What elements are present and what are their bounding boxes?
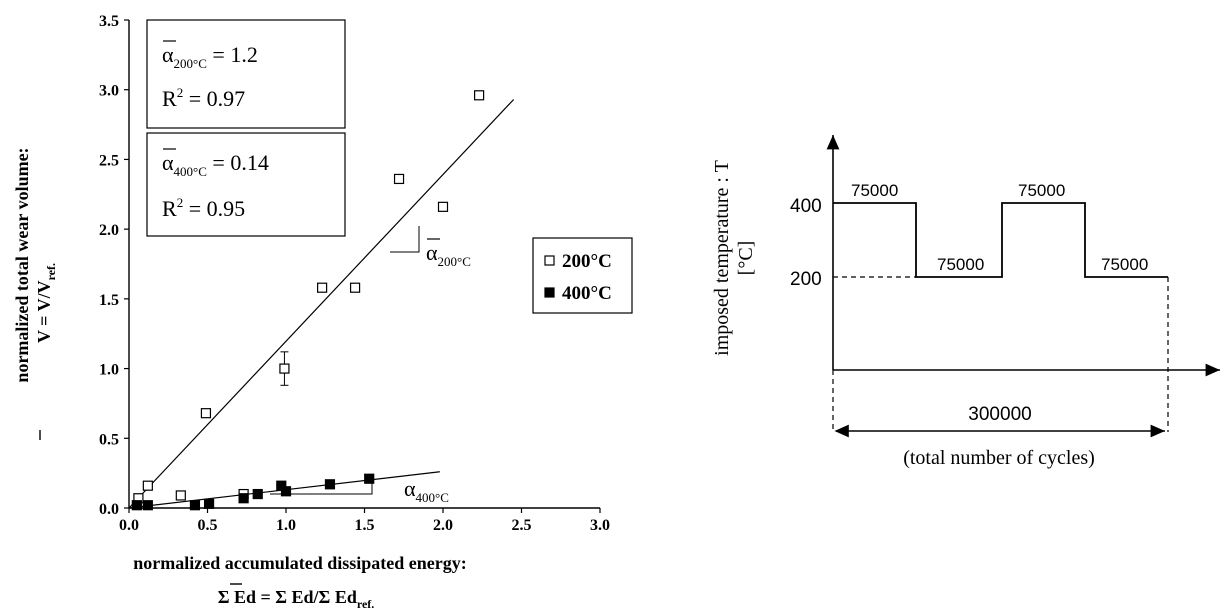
box1-r: R: [162, 86, 177, 111]
data-points: [131, 90, 485, 511]
data-point-400: [280, 486, 292, 497]
data-point-400: [252, 488, 263, 500]
fit-line-200: [128, 99, 515, 509]
svg-text:α200°C: α200°C: [426, 240, 471, 269]
box2-sub: 400°C: [174, 164, 207, 179]
svg-text:R2 = 0.95: R2 = 0.95: [162, 195, 245, 221]
data-point-200: [349, 282, 361, 293]
x-tick-label: 2.5: [512, 517, 532, 534]
svg-text:α200°C = 1.2: α200°C = 1.2: [162, 42, 258, 71]
y-tick-label: 0.5: [99, 431, 119, 448]
step-label-1: 75000: [851, 181, 898, 200]
data-point-400: [142, 500, 153, 511]
total-cycles-caption: (total number of cycles): [903, 447, 1095, 469]
x-tick-labels: 0.0 0.5 1.0 1.5 2.0 2.5 3.0: [119, 508, 610, 534]
x-tick-label: 2.0: [433, 517, 453, 534]
tick-200: 200: [790, 269, 822, 290]
temperature-profile: [833, 202, 1168, 278]
tick-400: 400: [790, 196, 822, 217]
x-tick-label: 1.5: [355, 517, 375, 534]
box1-r-sup: 2: [177, 85, 184, 100]
right-y-title-line1: imposed temperature : T: [711, 160, 733, 356]
box1-eq: = 1.2: [207, 42, 258, 67]
x-formula-main: Σ Ed = Σ Ed/Σ Ed: [218, 587, 357, 607]
data-point-400: [364, 473, 375, 484]
slope200-alpha: α: [426, 240, 438, 265]
data-point-400: [203, 498, 215, 509]
data-point-200: [175, 490, 186, 501]
x-axis-title: normalized accumulated dissipated energy…: [133, 553, 466, 573]
box1-r2: = 0.97: [183, 86, 245, 111]
step-label-2: 75000: [937, 255, 984, 274]
box2-eq: = 0.14: [207, 150, 269, 175]
x-axis-formula: Σ Ed = Σ Ed/Σ Edref.: [218, 587, 375, 611]
data-point-200: [279, 363, 290, 374]
legend-marker-200: [544, 255, 555, 266]
annotation-box-200: α200°C = 1.2 R2 = 0.97: [146, 19, 346, 129]
slope-triangle-400: α400°C: [270, 476, 449, 505]
x-tick-label: 0.0: [119, 517, 139, 534]
x-tick-label: 3.0: [590, 517, 610, 534]
y-formula-sub: ref.: [44, 263, 58, 280]
x-tick-label: 1.0: [276, 517, 296, 534]
data-point-200: [437, 201, 449, 212]
y-tick-label: 3.0: [99, 83, 119, 100]
data-point-200: [200, 408, 212, 419]
step-label-4: 75000: [1101, 255, 1148, 274]
legend-label-200: 200°C: [562, 251, 612, 272]
box1-alpha: α: [162, 42, 174, 67]
y-tick-label: 1.5: [99, 292, 119, 309]
y-tick-label: 1.0: [99, 362, 119, 379]
box2-r: R: [162, 196, 177, 221]
box2-alpha: α: [162, 150, 174, 175]
annotation-box-400: α400°C = 0.14 R2 = 0.95: [146, 132, 346, 237]
x-formula-sub: ref.: [357, 597, 374, 611]
y-axis-title-line1: normalized total wear volume:: [12, 147, 32, 382]
step-label-3: 75000: [1018, 181, 1065, 200]
box1-sub: 200°C: [174, 56, 207, 71]
y-tick-label: 2.5: [99, 152, 119, 169]
data-point-400: [238, 493, 249, 504]
y-tick-labels: 0.0 0.5 1.0 1.5 2.0 2.5 3.0 3.5: [99, 13, 129, 518]
svg-text:R2 = 0.97: R2 = 0.97: [162, 85, 245, 111]
right-y-title-line2: [°C]: [735, 241, 757, 276]
data-point-400: [324, 479, 336, 490]
total-cycles-value: 300000: [968, 404, 1031, 425]
legend-marker-400: [544, 287, 555, 298]
x-tick-label: 0.5: [198, 517, 218, 534]
slope200-sub: 200°C: [438, 254, 471, 269]
left-chart: 0.0 0.5 1.0 1.5 2.0 2.5 3.0 0.0 0.5 1.0 1.5 2.0 2.5…: [12, 13, 633, 611]
box2-r2: = 0.95: [183, 196, 245, 221]
y-axis-formula: V = V/Vref.: [34, 263, 58, 343]
slope400-alpha: α: [404, 476, 416, 501]
slope400-sub: 400°C: [416, 490, 449, 505]
data-point-200: [142, 480, 153, 491]
data-point-200: [474, 90, 485, 101]
data-point-200: [317, 282, 328, 293]
legend: 200°C 400°C: [532, 237, 633, 314]
box2-r-sup: 2: [177, 195, 184, 210]
y-tick-label: 0.0: [99, 501, 119, 518]
y-formula-main: V = V/V: [34, 280, 54, 343]
svg-text:α400°C = 0.14: α400°C = 0.14: [162, 150, 269, 179]
right-diagram: 400 200 imposed temperature : T [°C] 750…: [711, 135, 1220, 469]
y-tick-label: 2.0: [99, 222, 119, 239]
y-tick-label: 3.5: [99, 13, 119, 30]
legend-label-400: 400°C: [562, 283, 612, 304]
svg-text:α400°C: α400°C: [404, 476, 449, 505]
y-axis-title: normalized total wear volume: V = V/Vref…: [12, 147, 58, 382]
data-point-400: [189, 500, 201, 511]
slope-triangle-200: α200°C: [390, 226, 471, 269]
right-y-axis-title: imposed temperature : T [°C]: [711, 160, 757, 356]
data-point-200: [393, 173, 405, 185]
data-point-400: [131, 500, 142, 511]
